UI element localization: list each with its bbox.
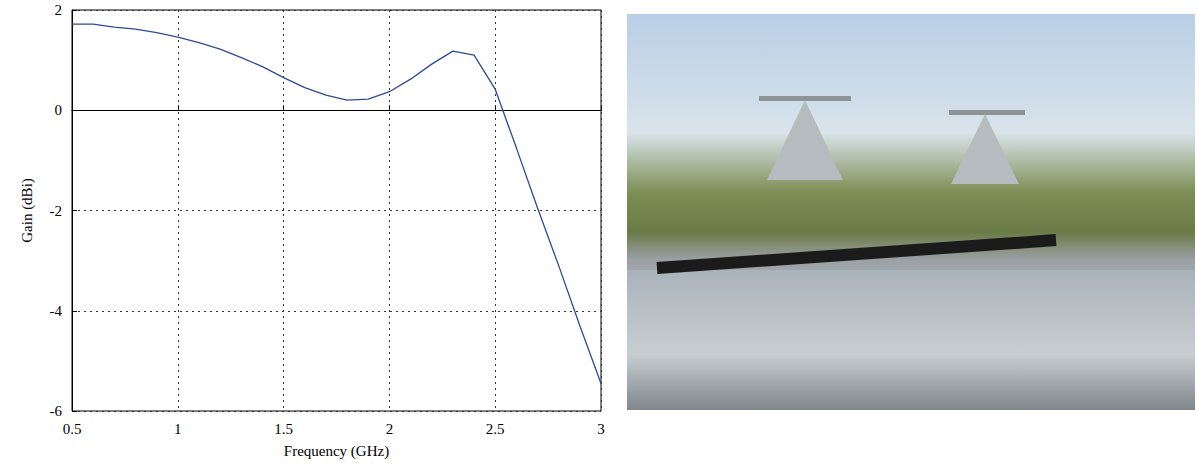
svg-text:Gain (dBi): Gain (dBi) [19,178,36,243]
svg-text:2: 2 [55,2,63,18]
svg-text:-6: -6 [50,403,63,419]
svg-text:0.5: 0.5 [63,421,82,437]
svg-text:3: 3 [597,421,605,437]
svg-text:-2: -2 [50,203,63,219]
svg-text:2: 2 [386,421,394,437]
svg-text:2.5: 2.5 [486,421,505,437]
svg-text:0: 0 [55,102,63,118]
svg-text:-4: -4 [50,303,63,319]
svg-text:1: 1 [174,421,182,437]
svg-text:Frequency (GHz): Frequency (GHz) [284,443,389,460]
svg-text:1.5: 1.5 [274,421,293,437]
